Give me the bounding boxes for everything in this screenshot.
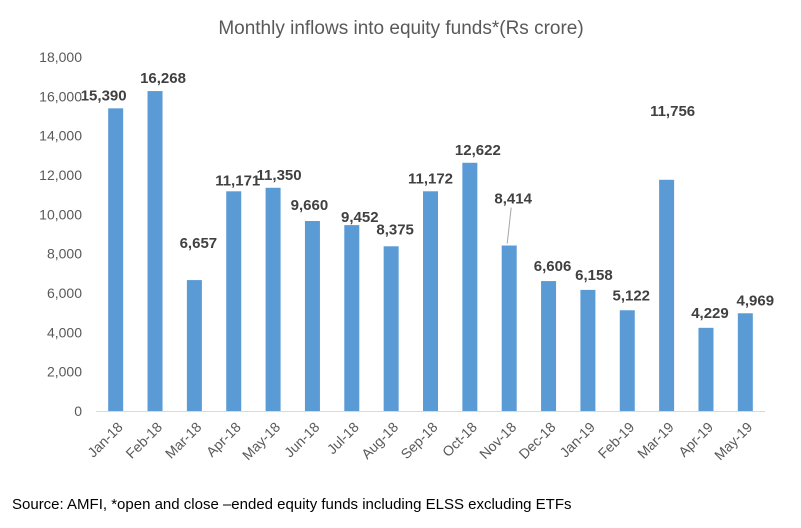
- y-tick-label: 16,000: [39, 88, 82, 104]
- data-label: 8,414: [494, 191, 532, 208]
- x-tick-label: May-19: [711, 419, 755, 463]
- data-label: 4,969: [737, 292, 775, 309]
- x-tick-label: Feb-19: [595, 419, 638, 462]
- x-tick-label: Jan-19: [556, 419, 598, 461]
- y-tick-label: 4,000: [47, 324, 82, 340]
- y-axis: 0 2,000 4,000 6,000 8,000 10,000 12,000 14,000 1…: [39, 49, 82, 419]
- x-tick-label: Mar-18: [162, 419, 205, 462]
- chart-title: Monthly inflows into equity funds*(Rs cr…: [218, 18, 583, 39]
- data-labels: 15,39016,2686,65711,17111,3509,6609,4528…: [81, 70, 774, 322]
- y-tick-label: 0: [74, 403, 82, 419]
- data-label: 11,350: [257, 167, 302, 184]
- bar: [659, 179, 675, 411]
- x-tick-label: Jun-18: [281, 419, 323, 461]
- bar: [737, 313, 753, 411]
- leader-line: [506, 207, 512, 244]
- x-tick-label: Feb-18: [122, 419, 165, 462]
- bar: [462, 162, 478, 411]
- y-tick-label: 10,000: [39, 206, 82, 222]
- x-tick-label: Jan-18: [84, 419, 126, 461]
- bar: [265, 187, 281, 411]
- x-tick-label: Sep-18: [397, 419, 440, 462]
- data-label: 6,657: [180, 235, 218, 252]
- data-label: 11,756: [650, 103, 695, 120]
- x-tick-label: May-18: [239, 419, 283, 463]
- bar: [501, 245, 517, 411]
- source-note: Source: AMFI, *open and close –ended equ…: [12, 496, 572, 513]
- data-label: 11,171: [215, 172, 260, 189]
- data-label: 8,375: [376, 221, 414, 238]
- x-tick-label: Nov-18: [476, 419, 519, 462]
- bar: [619, 310, 635, 411]
- bar: [541, 281, 557, 411]
- bar: [147, 91, 163, 411]
- data-label: 16,268: [140, 70, 186, 87]
- bar: [383, 246, 399, 411]
- data-label: 15,390: [81, 87, 127, 104]
- data-label: 6,606: [534, 258, 572, 275]
- x-tick-label: Oct-18: [439, 419, 480, 460]
- x-tick-label: Aug-18: [358, 419, 401, 462]
- y-tick-label: 6,000: [47, 285, 82, 301]
- y-tick-label: 14,000: [39, 128, 82, 144]
- x-tick-label: Mar-19: [634, 419, 677, 462]
- data-label: 11,172: [408, 170, 453, 187]
- x-tick-label: Apr-19: [675, 419, 716, 460]
- bar: [304, 221, 320, 411]
- bar: [698, 327, 714, 411]
- data-label: 9,660: [291, 197, 329, 214]
- bar: [344, 225, 360, 411]
- bars: [108, 91, 753, 411]
- bar: [226, 191, 242, 411]
- y-tick-label: 12,000: [39, 167, 82, 183]
- x-tick-label: Dec-18: [515, 419, 558, 462]
- bar: [580, 289, 596, 411]
- y-tick-label: 2,000: [47, 364, 82, 380]
- data-label: 12,622: [455, 142, 501, 159]
- data-label: 6,158: [575, 267, 613, 284]
- bar: [186, 280, 202, 411]
- x-tick-label: Apr-18: [203, 419, 244, 460]
- data-label: 9,452: [341, 209, 379, 226]
- data-label: 5,122: [612, 287, 650, 304]
- bar: [108, 108, 124, 411]
- x-tick-label: Jul-18: [324, 419, 362, 457]
- y-tick-label: 18,000: [39, 49, 82, 65]
- y-tick-label: 8,000: [47, 246, 82, 262]
- data-label: 4,229: [691, 305, 729, 322]
- bar: [423, 191, 438, 411]
